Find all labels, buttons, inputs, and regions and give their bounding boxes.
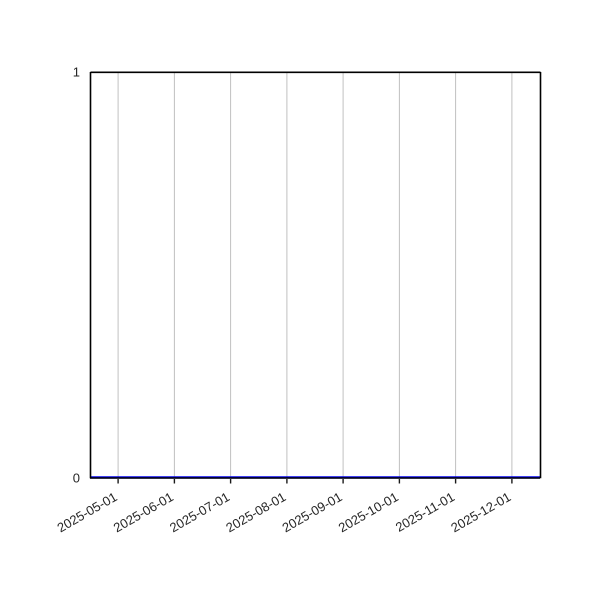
svg-text:2025-08-01: 2025-08-01 (223, 489, 288, 535)
svg-text:2025-05-01: 2025-05-01 (55, 489, 120, 535)
svg-text:2025-12-01: 2025-12-01 (448, 489, 513, 535)
svg-text:2025-07-01: 2025-07-01 (167, 489, 232, 535)
svg-text:2025-10-01: 2025-10-01 (336, 489, 401, 535)
svg-text:2025-06-01: 2025-06-01 (111, 489, 176, 535)
svg-text:2025-09-01: 2025-09-01 (280, 489, 345, 535)
svg-text:2025-11-01: 2025-11-01 (393, 489, 457, 535)
svg-text:1: 1 (73, 64, 80, 79)
svg-text:0: 0 (73, 470, 80, 485)
